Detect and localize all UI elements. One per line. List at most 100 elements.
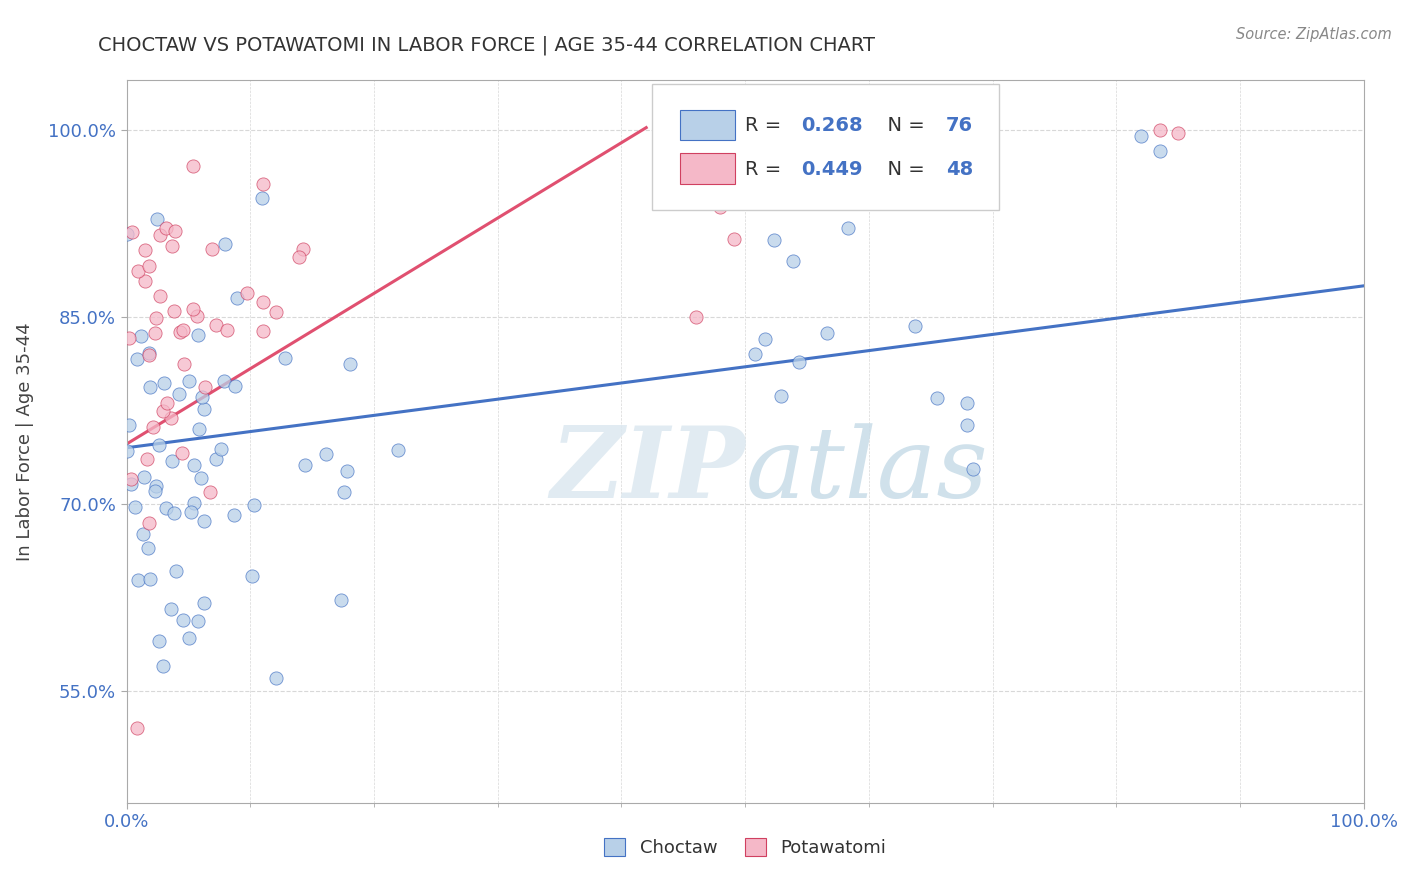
Text: CHOCTAW VS POTAWATOMI IN LABOR FORCE | AGE 35-44 CORRELATION CHART: CHOCTAW VS POTAWATOMI IN LABOR FORCE | A…: [98, 36, 876, 55]
Point: [744, 347, 766, 361]
Point: [129, 328, 152, 343]
Text: Source: ZipAtlas.com: Source: ZipAtlas.com: [1236, 27, 1392, 42]
Point: [148, 438, 170, 452]
FancyBboxPatch shape: [679, 110, 735, 140]
Point: [193, 597, 215, 611]
Point: [194, 379, 217, 393]
Point: [134, 274, 156, 288]
Point: [115, 444, 138, 458]
Point: [179, 631, 201, 645]
Point: [190, 471, 212, 485]
Point: [250, 191, 273, 205]
Point: [956, 417, 979, 432]
FancyBboxPatch shape: [652, 84, 998, 211]
Legend: Choctaw, Potawatomi: Choctaw, Potawatomi: [595, 829, 896, 866]
Point: [1167, 126, 1189, 140]
Point: [224, 379, 246, 393]
Text: N =: N =: [875, 116, 931, 136]
Point: [191, 390, 214, 404]
Y-axis label: In Labor Force | Age 35-44: In Labor Force | Age 35-44: [17, 322, 34, 561]
Text: N =: N =: [875, 160, 931, 178]
Point: [160, 239, 183, 253]
Point: [236, 285, 259, 300]
Point: [962, 462, 984, 476]
Point: [162, 304, 184, 318]
Point: [201, 242, 224, 256]
Point: [181, 159, 204, 173]
Point: [173, 357, 195, 371]
Point: [183, 458, 205, 472]
Point: [187, 614, 209, 628]
Point: [165, 565, 187, 579]
Point: [243, 498, 266, 512]
Point: [212, 375, 235, 389]
Point: [333, 485, 356, 500]
Point: [709, 200, 731, 214]
Text: 0.449: 0.449: [801, 160, 862, 178]
Point: [904, 319, 927, 334]
Point: [120, 477, 142, 491]
Point: [136, 541, 159, 555]
Point: [127, 352, 149, 367]
Text: ZIP: ZIP: [550, 422, 745, 518]
Point: [897, 132, 920, 146]
Point: [131, 527, 153, 541]
Point: [186, 309, 208, 323]
Point: [132, 470, 155, 484]
Point: [205, 318, 228, 332]
Point: [148, 633, 170, 648]
Point: [204, 452, 226, 467]
Point: [156, 396, 179, 410]
Point: [685, 310, 707, 325]
FancyBboxPatch shape: [679, 153, 735, 184]
Point: [120, 472, 142, 486]
Point: [200, 485, 222, 500]
Point: [288, 250, 311, 264]
Point: [214, 237, 236, 252]
Point: [152, 404, 174, 418]
Point: [782, 254, 804, 268]
Point: [193, 402, 215, 417]
Point: [163, 506, 186, 520]
Point: [222, 508, 245, 522]
Point: [723, 232, 745, 246]
Point: [145, 483, 167, 498]
Point: [754, 332, 776, 346]
Point: [274, 351, 297, 365]
Text: 76: 76: [946, 116, 973, 136]
Point: [145, 310, 167, 325]
Text: 0.268: 0.268: [801, 116, 862, 136]
Point: [242, 568, 264, 582]
Point: [252, 324, 274, 338]
Point: [142, 420, 165, 434]
Point: [815, 326, 838, 341]
Point: [769, 389, 792, 403]
Point: [163, 224, 186, 238]
Point: [763, 233, 786, 247]
Point: [146, 211, 169, 226]
Point: [124, 500, 146, 514]
Point: [1149, 123, 1171, 137]
Point: [169, 325, 191, 339]
Point: [153, 376, 176, 390]
Point: [118, 331, 141, 345]
Point: [138, 346, 160, 360]
Point: [225, 291, 247, 305]
Point: [135, 452, 157, 467]
Point: [155, 500, 177, 515]
Point: [330, 593, 353, 607]
Point: [188, 422, 211, 436]
Point: [252, 295, 274, 310]
Point: [787, 355, 810, 369]
Point: [118, 417, 141, 432]
Point: [167, 387, 190, 401]
Point: [837, 220, 859, 235]
Text: R =: R =: [745, 160, 787, 178]
Point: [315, 447, 337, 461]
Point: [117, 227, 139, 242]
Point: [143, 326, 166, 340]
Point: [159, 410, 181, 425]
Point: [155, 221, 177, 235]
Point: [830, 142, 852, 156]
Point: [149, 289, 172, 303]
